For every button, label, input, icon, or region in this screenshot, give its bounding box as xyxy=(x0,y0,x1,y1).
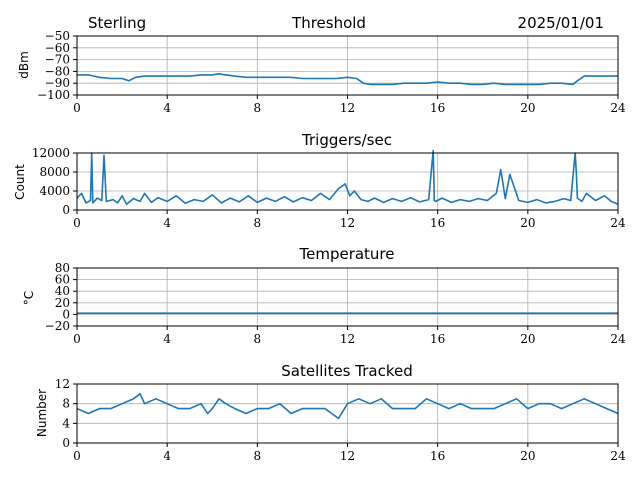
temperature-xtick-label-0: 0 xyxy=(73,332,81,346)
temperature-xtick-label-6: 24 xyxy=(610,332,626,346)
satellites-ylabel: Number xyxy=(35,389,49,437)
satellites-ytick-label-0: 12 xyxy=(55,377,70,391)
threshold-ytick-label-2: −70 xyxy=(45,53,70,67)
threshold-xtick-label-4: 16 xyxy=(430,101,445,115)
triggers-xtick-label-6: 24 xyxy=(610,216,626,230)
triggers-ytick-label-2: 4000 xyxy=(39,184,70,198)
threshold-xtick-label-1: 4 xyxy=(163,101,171,115)
triggers-ylabel: Count xyxy=(13,164,27,200)
temperature-ylabel: °C xyxy=(22,291,36,305)
threshold-ytick-label-3: −80 xyxy=(45,64,70,78)
triggers-panel: Triggers/sec Count 0 4 8 12 16 20 24 12000 8000 4… xyxy=(13,131,626,230)
satellites-xtick-label-1: 4 xyxy=(163,449,171,463)
threshold-ytick-label-4: −90 xyxy=(45,76,70,90)
temperature-title: Temperature xyxy=(298,245,394,263)
threshold-xtick-label-0: 0 xyxy=(73,101,81,115)
temperature-ytick-label-5: −20 xyxy=(45,319,70,333)
temperature-xtick-label-2: 8 xyxy=(254,332,262,346)
threshold-ylabel: dBm xyxy=(17,51,31,79)
temperature-ytick-label-3: 20 xyxy=(55,296,70,310)
triggers-ytick-label-1: 8000 xyxy=(39,165,70,179)
satellites-panel: Satellites Tracked Number 0 4 8 12 16 20 24 12 8… xyxy=(35,362,626,463)
triggers-title: Triggers/sec xyxy=(301,131,392,149)
threshold-ytick-label-1: −60 xyxy=(45,41,70,55)
satellites-ytick-label-1: 8 xyxy=(62,397,70,411)
temperature-xtick-label-3: 12 xyxy=(340,332,355,346)
satellites-title: Satellites Tracked xyxy=(281,362,412,380)
triggers-xtick-label-0: 0 xyxy=(73,216,81,230)
satellites-xtick-label-5: 20 xyxy=(520,449,535,463)
threshold-xtick-label-2: 8 xyxy=(254,101,262,115)
temperature-xtick-label-4: 16 xyxy=(430,332,445,346)
temperature-xtick-label-5: 20 xyxy=(520,332,535,346)
triggers-xtick-label-1: 4 xyxy=(163,216,171,230)
satellites-xtick-label-2: 8 xyxy=(254,449,262,463)
satellites-ytick-label-2: 4 xyxy=(62,416,70,430)
date-label: 2025/01/01 xyxy=(518,14,604,32)
threshold-xtick-label-6: 24 xyxy=(610,101,626,115)
triggers-series-line xyxy=(76,149,619,206)
threshold-ytick-label-5: −100 xyxy=(37,88,70,102)
satellites-xtick-label-0: 0 xyxy=(73,449,81,463)
triggers-xtick-label-3: 12 xyxy=(340,216,355,230)
temperature-ytick-label-4: 0 xyxy=(62,307,70,321)
triggers-xtick-label-2: 8 xyxy=(254,216,262,230)
threshold-ytick-label-0: −50 xyxy=(45,29,70,43)
triggers-xtick-label-4: 16 xyxy=(430,216,445,230)
triggers-xtick-label-5: 20 xyxy=(520,216,535,230)
threshold-xtick-label-3: 12 xyxy=(340,101,355,115)
satellites-xtick-label-3: 12 xyxy=(340,449,355,463)
station-name: Sterling xyxy=(88,14,146,32)
temperature-xtick-label-1: 4 xyxy=(163,332,171,346)
temperature-ytick-label-0: 80 xyxy=(55,261,70,275)
triggers-ytick-label-3: 0 xyxy=(62,203,70,217)
satellites-xtick-label-6: 24 xyxy=(610,449,626,463)
threshold-xtick-label-5: 20 xyxy=(520,101,535,115)
satellites-series-line xyxy=(76,392,619,420)
threshold-panel: Threshold dBm 0 4 8 12 16 20 24 −50−60−70−80−90… xyxy=(17,14,626,115)
threshold-series-line xyxy=(77,73,618,86)
temperature-ytick-label-1: 60 xyxy=(55,273,70,287)
triggers-ytick-label-0: 12000 xyxy=(32,146,70,160)
temperature-ytick-label-2: 40 xyxy=(55,284,70,298)
threshold-title: Threshold xyxy=(291,14,366,32)
satellites-xtick-label-4: 16 xyxy=(430,449,445,463)
satellites-ytick-label-3: 0 xyxy=(62,436,70,450)
